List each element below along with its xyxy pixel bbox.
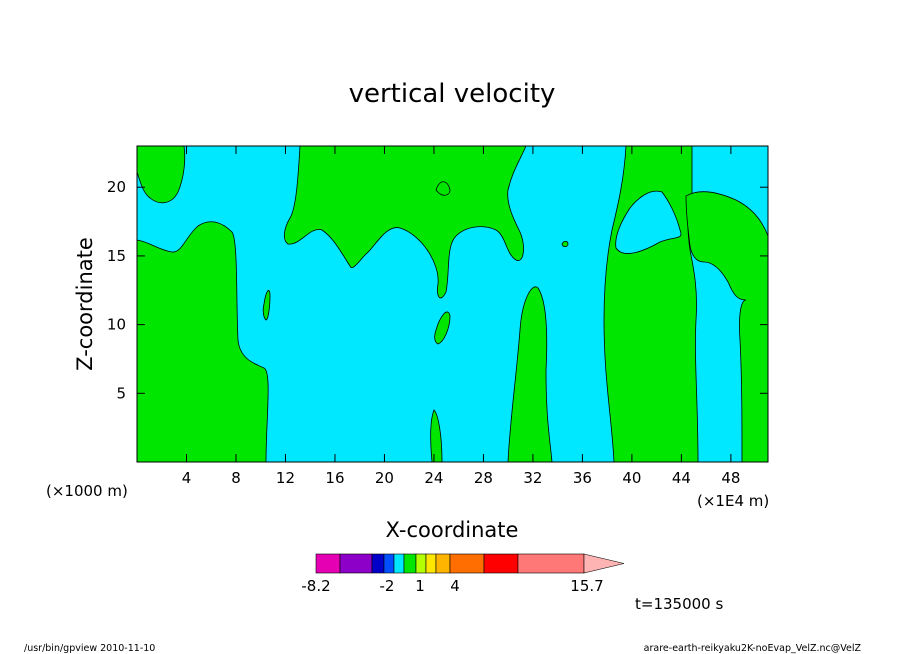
colorbar-label: 15.7 [570,577,603,595]
x-tick-label: 4 [182,469,192,487]
x-tick-label: 12 [276,469,295,487]
colorbar-swatch [449,553,485,574]
colorbar-label: 1 [415,577,425,595]
y-tick-label: 10 [107,316,126,334]
x-tick-label: 8 [231,469,241,487]
x-axis-label: X-coordinate [386,518,519,542]
x-tick-label: 32 [523,469,542,487]
colorbar-swatch [415,553,427,574]
x-tick-label: 36 [573,469,592,487]
footer-left: /usr/bin/gpview 2010-11-10 [24,643,155,654]
time-label: t=135000 s [635,595,723,613]
x-tick-label: 40 [622,469,641,487]
positive-region-blob [434,311,451,345]
x-tick-label: 16 [325,469,344,487]
colorbar-swatch [517,553,585,574]
y-axis-label: Z-coordinate [73,237,97,371]
colorbar-label: -2 [380,577,395,595]
x-tick-label: 28 [474,469,493,487]
x-tick-label: 20 [375,469,394,487]
x-tick-label: 48 [721,469,740,487]
contour-regions [136,145,769,463]
y-tick-label: 20 [107,178,126,196]
colorbar [315,553,625,574]
positive-region-farright [685,191,769,463]
x-tick-label: 24 [424,469,443,487]
y-unit-label: (×1E4 m) [697,492,769,510]
x-tick-marks: 4 8 12 16 20 24 28 32 36 40 44 48 [182,146,740,487]
colorbar-swatch [315,553,341,574]
positive-region-left [136,221,269,463]
positive-region-column [507,286,553,463]
chart-title: vertical velocity [349,79,556,109]
colorbar-arrow [583,553,625,574]
colorbar-swatch [383,553,395,574]
colorbar-labels: -8.2 -2 1 4 15.7 [301,577,603,595]
x-tick-label: 44 [672,469,691,487]
colorbar-swatch [435,553,451,574]
y-tick-label: 15 [107,247,126,265]
positive-region-topleft [136,145,186,204]
colorbar-swatch [403,553,417,574]
positive-region-mid [430,409,443,463]
colorbar-swatch [425,553,437,574]
colorbar-label: 4 [450,577,460,595]
y-tick-label: 5 [116,384,126,402]
colorbar-swatch [339,553,373,574]
plot-frame [136,145,769,463]
positive-region-top [284,145,527,299]
colorbar-swatch [483,553,519,574]
colorbar-label: -8.2 [301,577,330,595]
positive-region-dot [561,240,569,248]
y-tick-marks: 5 10 15 20 [107,178,768,402]
footer-right: arare-earth-reikyaku2K-noEvap_VelZ.nc@Ve… [644,643,862,654]
positive-region-sliver [262,290,271,321]
x-unit-label: (×1000 m) [46,482,128,500]
positive-region-drop1 [435,181,451,196]
colorbar-swatch [393,553,405,574]
colorbar-swatch [371,553,385,574]
